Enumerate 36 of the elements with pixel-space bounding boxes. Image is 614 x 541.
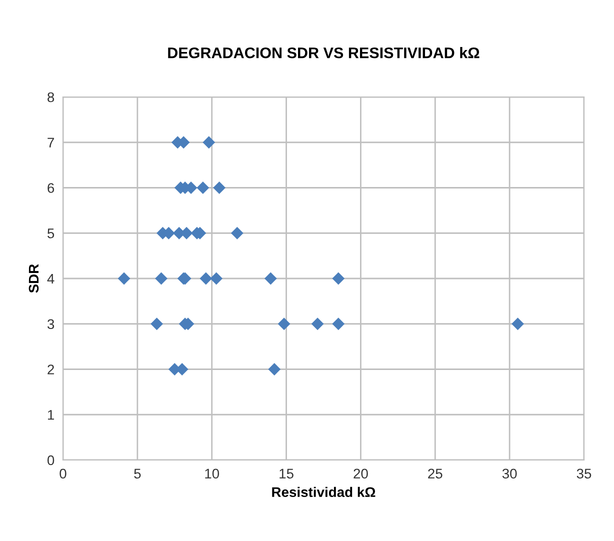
point <box>118 272 130 285</box>
y-tick-label: 4 <box>47 274 54 284</box>
y-tick-label: 5 <box>48 228 54 238</box>
y-tick-label: 1 <box>48 410 54 420</box>
point <box>332 318 345 330</box>
y-tick-label: 7 <box>48 138 54 148</box>
y-tick-label: 2 <box>48 364 54 374</box>
y-tick-label: 3 <box>47 319 54 330</box>
point <box>278 318 290 330</box>
point <box>268 363 281 376</box>
y-tick-label: 0 <box>47 455 54 466</box>
point <box>213 182 226 194</box>
x-tick-label: 25 <box>428 468 442 479</box>
x-tick-label: 0 <box>60 468 66 479</box>
y-tick-label: 8 <box>48 92 54 102</box>
point <box>200 272 212 285</box>
point <box>155 272 168 285</box>
x-tick-label: 30 <box>502 468 517 479</box>
point <box>512 318 524 330</box>
chart-title: DEGRADACION SDR VS RESISTIVIDAD kΩ <box>168 47 480 58</box>
point <box>202 136 216 149</box>
x-tick-label: 10 <box>205 468 220 479</box>
point <box>311 318 324 330</box>
point <box>196 182 210 194</box>
x-axis-title: Resistividad kΩ <box>272 486 376 498</box>
y-axis-title: SDR <box>28 264 39 293</box>
point <box>264 272 277 285</box>
point <box>210 272 223 285</box>
x-tick-label: 5 <box>134 468 141 479</box>
x-tick-label: 20 <box>354 468 368 479</box>
x-tick-label: 35 <box>576 468 592 479</box>
point <box>230 226 244 240</box>
point <box>332 272 345 285</box>
point <box>150 318 163 330</box>
x-tick-label: 15 <box>280 468 294 479</box>
y-tick-label: 6 <box>48 183 54 193</box>
